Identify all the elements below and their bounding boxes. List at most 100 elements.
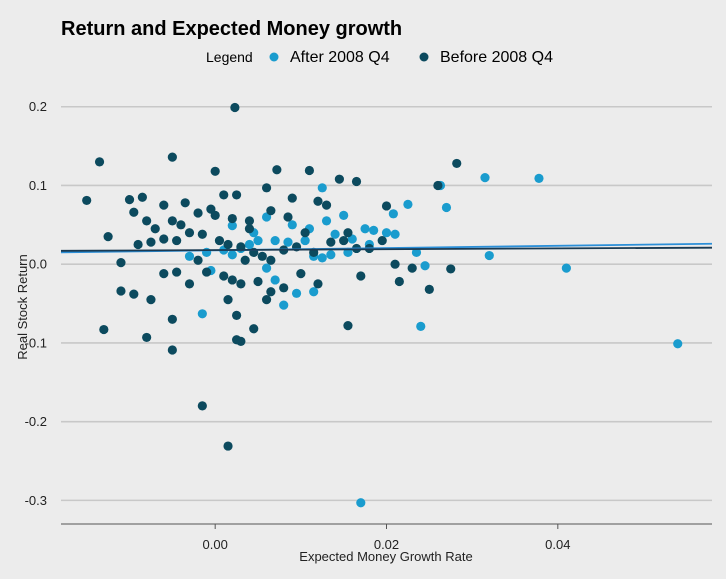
x-tick-label: 0.04 (545, 537, 570, 552)
data-point (283, 237, 293, 247)
data-point (261, 183, 272, 193)
data-point (441, 202, 452, 213)
data-point (244, 216, 255, 226)
data-point (223, 239, 233, 250)
legend-marker-after (269, 52, 279, 62)
data-point (313, 196, 323, 206)
grid-lines (61, 105, 712, 502)
data-point (172, 235, 182, 246)
data-point (420, 261, 430, 271)
data-point (227, 250, 237, 260)
data-point (270, 275, 280, 285)
data-point (484, 250, 494, 261)
data-point (124, 195, 135, 205)
data-point (304, 165, 315, 176)
data-point (184, 228, 195, 238)
data-point (339, 210, 349, 220)
data-point (150, 224, 160, 234)
data-point (137, 192, 147, 202)
data-point (197, 229, 207, 239)
data-point (244, 239, 255, 250)
data-point (291, 288, 302, 298)
data-point (129, 207, 139, 217)
data-point (270, 235, 280, 246)
data-point (159, 269, 169, 279)
data-point (133, 239, 143, 250)
data-point (452, 158, 462, 169)
data-point (176, 220, 186, 230)
legend-marker-before (419, 52, 429, 62)
y-tick-label: -0.2 (25, 414, 47, 429)
data-point (561, 263, 571, 273)
data-point (172, 267, 182, 277)
data-point (257, 251, 267, 261)
data-point (317, 253, 327, 263)
data-point (326, 250, 336, 260)
data-point (184, 279, 195, 289)
data-point (266, 255, 276, 265)
legend-label-after: After 2008 Q4 (290, 49, 390, 66)
data-point (377, 235, 387, 246)
data-point (321, 216, 332, 226)
data-point (180, 198, 190, 208)
data-point (146, 237, 156, 247)
data-point (356, 271, 366, 281)
data-point (193, 255, 203, 265)
x-axis-label: Expected Money Growth Rate (299, 549, 472, 564)
data-point (249, 324, 259, 334)
data-point (227, 275, 237, 285)
data-point (279, 283, 289, 293)
data-point (351, 176, 362, 187)
data-point (261, 263, 272, 273)
x-tick-label: 0.02 (374, 537, 399, 552)
data-point (381, 228, 392, 238)
data-point (231, 190, 242, 200)
data-point (416, 321, 426, 331)
data-point (223, 441, 233, 451)
data-point (202, 267, 212, 277)
data-point (214, 235, 225, 246)
data-point (210, 166, 220, 176)
data-point (394, 276, 404, 287)
data-point (240, 255, 250, 265)
data-point (343, 321, 353, 331)
data-point (142, 216, 152, 226)
data-point (184, 251, 195, 261)
data-point (236, 336, 246, 346)
data-point (424, 284, 434, 294)
data-point (313, 279, 323, 289)
data-point (673, 339, 683, 349)
data-point (381, 201, 392, 211)
data-point (94, 157, 105, 167)
data-point (279, 300, 289, 310)
legend: Legend After 2008 Q4 Before 2008 Q4 (206, 49, 553, 66)
y-tick-label: 0.2 (29, 99, 47, 114)
data-point (116, 286, 126, 296)
data-point (193, 208, 203, 218)
x-axis-ticks: 0.00 0.02 0.04 (203, 524, 570, 552)
data-point (317, 183, 327, 193)
data-point (369, 225, 379, 235)
data-point (244, 224, 255, 234)
series-after-2008q4 (184, 173, 683, 508)
data-point (433, 180, 443, 191)
data-point (300, 228, 310, 238)
data-point (411, 247, 422, 257)
data-point (390, 229, 400, 239)
data-point (480, 173, 490, 183)
data-point (197, 309, 207, 319)
data-point (253, 235, 263, 246)
data-point (231, 310, 242, 320)
data-point (339, 235, 349, 246)
data-points (82, 102, 683, 508)
data-point (159, 234, 169, 244)
data-point (82, 195, 92, 206)
legend-label-before: Before 2008 Q4 (440, 49, 553, 66)
legend-title: Legend (206, 49, 253, 65)
data-point (219, 190, 229, 200)
data-point (261, 295, 272, 305)
data-point (219, 271, 229, 281)
data-point (390, 259, 400, 269)
data-point (334, 174, 344, 184)
